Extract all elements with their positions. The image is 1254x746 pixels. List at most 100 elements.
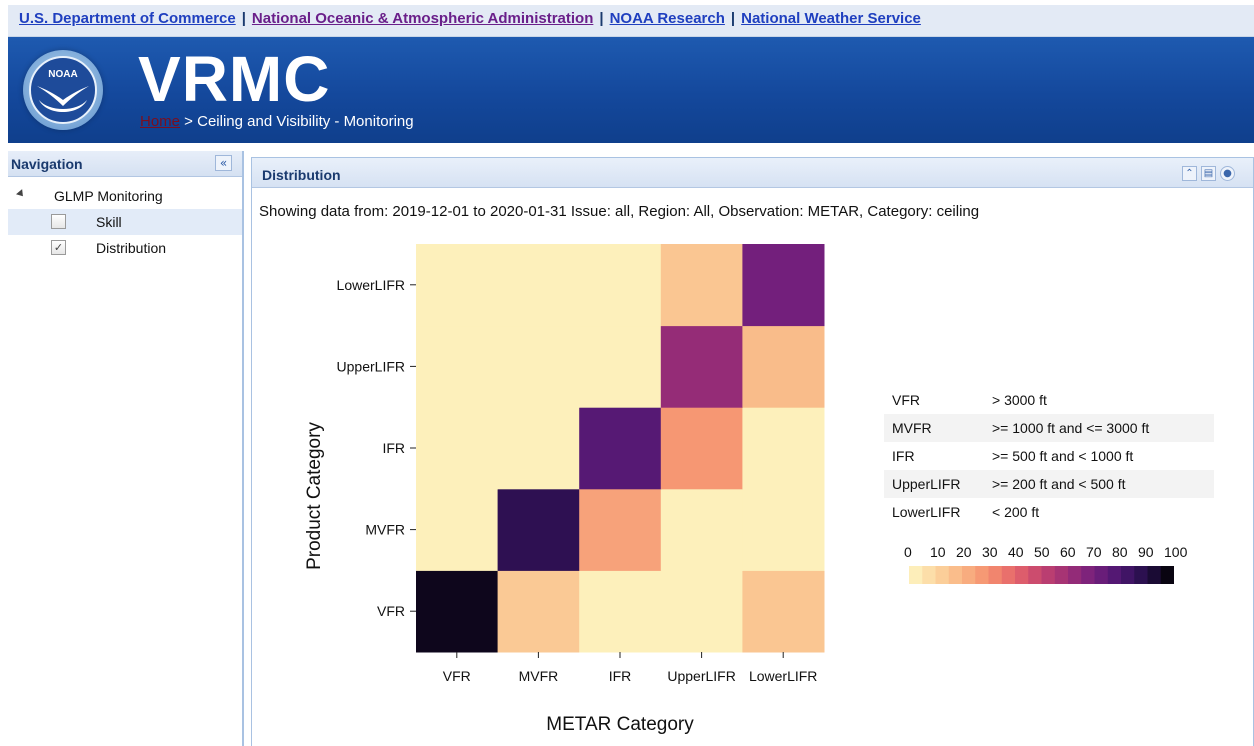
heatmap-cell	[742, 407, 825, 490]
colorbar-tick-label: 80	[1112, 544, 1128, 560]
colorbar-tick-label: 20	[956, 544, 972, 560]
navigation-sidebar: Navigation « GLMP Monitoring Skill ✓ Dis…	[8, 151, 244, 746]
y-tick-label: VFR	[377, 603, 405, 619]
colorbar-swatch	[1081, 566, 1095, 584]
link-separator: |	[241, 10, 246, 27]
legend-range: < 200 ft	[992, 504, 1040, 520]
navigation-title: Navigation	[11, 156, 83, 172]
heatmap-cell	[416, 570, 499, 653]
collapse-sidebar-button[interactable]: «	[215, 155, 232, 171]
site-header: NOAA VRMC Home > Ceiling and Visibility …	[8, 37, 1254, 143]
expand-triangle-icon[interactable]	[16, 189, 26, 199]
x-axis-ticks: VFR MVFR IFR UpperLIFR LowerLIFR	[443, 652, 817, 684]
legend-row: VFR > 3000 ft	[884, 386, 1214, 414]
legend-category: IFR	[892, 448, 915, 464]
legend-range: >= 1000 ft and <= 3000 ft	[992, 420, 1150, 436]
heatmap-cell	[660, 407, 743, 490]
heatmap-cells	[416, 244, 825, 653]
heatmap-cell	[579, 244, 662, 327]
y-tick-label: IFR	[382, 440, 405, 456]
noaa-logo[interactable]: NOAA	[23, 50, 103, 130]
heatmap-cell	[742, 325, 825, 408]
heatmap-cell	[497, 488, 580, 571]
legend-range: > 3000 ft	[992, 392, 1047, 408]
y-axis-ticks: VFR MVFR IFR UpperLIFR LowerLIFR	[337, 277, 416, 619]
colorbar-tick-label: 100	[1164, 544, 1188, 560]
heatmap-cell	[579, 570, 662, 653]
colorbar-swatch	[948, 566, 963, 584]
colorbar-swatch	[1121, 566, 1135, 584]
legend-category: MVFR	[892, 420, 932, 436]
tree-group-label: GLMP Monitoring	[54, 188, 163, 204]
colorbar-swatch	[962, 566, 976, 584]
heatmap-cell	[497, 325, 580, 408]
tree-group-glmp-monitoring[interactable]: GLMP Monitoring	[8, 183, 242, 209]
x-tick-label: IFR	[609, 668, 632, 684]
colorbar-tick-label: 10	[930, 544, 946, 560]
colorbar-swatch	[1054, 566, 1069, 584]
distribution-checkbox[interactable]: ✓	[51, 240, 66, 255]
heatmap-cell	[660, 488, 743, 571]
legend-row: LowerLIFR < 200 ft	[884, 498, 1214, 526]
colorbar-swatch	[975, 566, 989, 584]
colorbar-tick-label: 70	[1086, 544, 1102, 560]
legend-row: UpperLIFR >= 200 ft and < 500 ft	[884, 470, 1214, 498]
colorbar-tick-label: 0	[904, 544, 912, 560]
legend-row: MVFR >= 1000 ft and <= 3000 ft	[884, 414, 1214, 442]
heatmap-cell	[416, 407, 499, 490]
heatmap-cell	[579, 325, 662, 408]
legend-category: VFR	[892, 392, 920, 408]
link-separator: |	[599, 10, 604, 27]
heatmap-cell	[660, 325, 743, 408]
heatmap-cell	[742, 570, 825, 653]
heatmap-cell	[497, 407, 580, 490]
link-noaa-research[interactable]: NOAA Research	[609, 10, 725, 27]
legend-range: >= 500 ft and < 1000 ft	[992, 448, 1134, 464]
colorbar-tick-label: 40	[1008, 544, 1024, 560]
y-tick-label: UpperLIFR	[337, 358, 405, 374]
colorbar-swatch	[935, 566, 950, 584]
colorbar-swatch	[922, 566, 936, 584]
maximize-panel-icon[interactable]: ▤	[1201, 166, 1216, 181]
tree-item-label: Skill	[96, 214, 122, 230]
colorbar-swatch	[1015, 566, 1029, 584]
link-noaa[interactable]: National Oceanic & Atmospheric Administr…	[251, 10, 594, 27]
legend-row: IFR >= 500 ft and < 1000 ft	[884, 442, 1214, 470]
tree-item-label: Distribution	[96, 240, 167, 256]
link-commerce[interactable]: U.S. Department of Commerce	[19, 10, 236, 27]
x-axis-label: METAR Category	[546, 714, 694, 735]
heatmap-cell	[416, 244, 499, 327]
colorbar-swatch	[1134, 566, 1148, 584]
app-title: VRMC	[138, 43, 331, 115]
breadcrumb: Home > Ceiling and Visibility - Monitori…	[140, 113, 414, 130]
colorbar-swatch	[1001, 566, 1016, 584]
colorbar	[909, 566, 1174, 584]
colorbar-tick-label: 50	[1034, 544, 1050, 560]
heatmap-cell	[742, 488, 825, 571]
colorbar-swatch	[1107, 566, 1122, 584]
settings-panel-icon[interactable]: ●	[1220, 166, 1235, 181]
skill-checkbox[interactable]	[51, 214, 66, 229]
link-nws[interactable]: National Weather Service	[741, 10, 921, 27]
y-axis-label: Product Category	[304, 422, 325, 570]
top-links: U.S. Department of Commerce | National Oce…	[19, 10, 921, 27]
colorbar-swatch	[988, 566, 1003, 584]
colorbar-swatch	[1160, 566, 1174, 584]
legend-range: >= 200 ft and < 500 ft	[992, 476, 1126, 492]
heatmap-cell	[497, 244, 580, 327]
heatmap-cell	[660, 570, 743, 653]
panel-header: Distribution ⌃ ▤ ●	[252, 158, 1253, 188]
breadcrumb-home-link[interactable]: Home	[140, 113, 181, 130]
tree-item-distribution[interactable]: ✓ Distribution	[8, 235, 242, 261]
colorbar-swatch	[1094, 566, 1109, 584]
x-tick-label: UpperLIFR	[667, 668, 735, 684]
x-tick-label: MVFR	[519, 668, 559, 684]
tree-item-skill[interactable]: Skill	[8, 209, 242, 235]
category-legend-table: VFR > 3000 ft MVFR >= 1000 ft and <= 3000 f…	[884, 386, 1214, 526]
x-tick-label: LowerLIFR	[749, 668, 817, 684]
breadcrumb-current: > Ceiling and Visibility - Monitoring	[180, 113, 414, 130]
heatmap-cell	[742, 244, 825, 327]
colorbar-tick-label: 90	[1138, 544, 1154, 560]
collapse-panel-icon[interactable]: ⌃	[1182, 166, 1197, 181]
colorbar-swatch	[909, 566, 923, 584]
